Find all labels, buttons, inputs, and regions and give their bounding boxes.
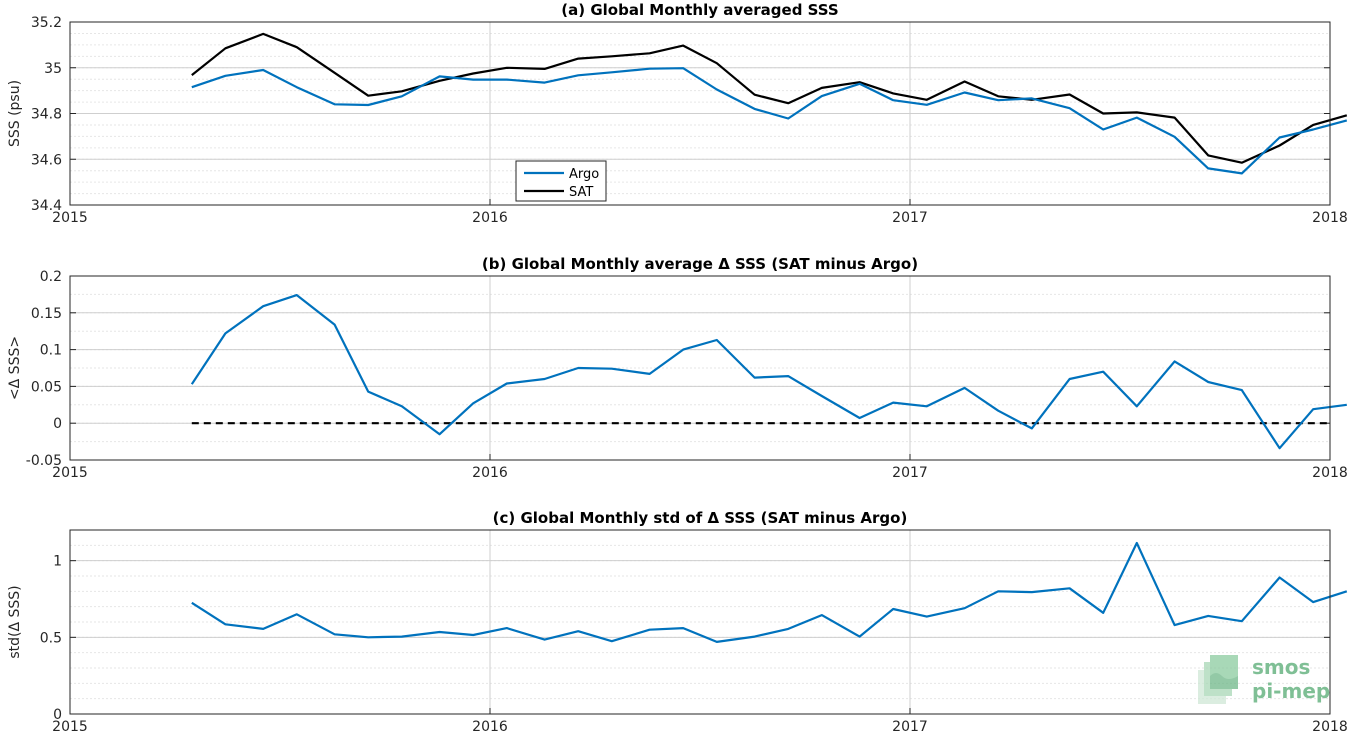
y-tick-label: 35 xyxy=(44,61,62,77)
logo-mark-icon xyxy=(1198,655,1238,704)
x-tick-label: 2015 xyxy=(52,210,88,226)
smos-pi-mep-logo: smos pi-mep xyxy=(1198,655,1330,704)
y-axis-label: <Δ SSS> xyxy=(7,336,23,400)
x-tick-label: 2017 xyxy=(892,465,928,481)
x-tick-label: 2018 xyxy=(1312,210,1348,226)
series-line-sat xyxy=(191,32,1348,164)
panel-a-sss-average: 34.4 34.6 34.8 35 35.2 2015 2016 2017 2018 (a) Gl… xyxy=(7,1,1348,226)
y-tick-label: 0.05 xyxy=(31,379,62,395)
y-tick-label: 0.2 xyxy=(40,269,62,285)
axes-frame xyxy=(69,275,1331,461)
x-tick-label: 2018 xyxy=(1312,465,1348,481)
logo-line-1: smos xyxy=(1252,655,1310,679)
y-axis-label: std(Δ SSS) xyxy=(7,585,23,658)
x-tick-label: 2016 xyxy=(472,465,508,481)
y-tick-label: 0.1 xyxy=(40,343,62,359)
y-tick-label: 34.6 xyxy=(31,152,62,168)
panel-title: (a) Global Monthly averaged SSS xyxy=(561,1,838,19)
panel-b-delta-sss-average: -0.05 0 0.05 0.1 0.15 0.2 2015 2016 2017 2018 (b) … xyxy=(7,255,1348,481)
axes-frame xyxy=(69,21,1331,206)
axes-frame xyxy=(69,529,1331,715)
legend-label-sat: SAT xyxy=(569,185,593,200)
y-tick-label: 0 xyxy=(53,416,62,432)
y-tick-label: 35.2 xyxy=(31,15,62,31)
series-line-delta xyxy=(190,294,1347,450)
panel-title: (c) Global Monthly std of Δ SSS (SAT min… xyxy=(493,509,908,527)
y-axis-label: SSS (psu) xyxy=(7,80,23,147)
x-tick-label: 2017 xyxy=(892,719,928,735)
y-tick-label: 0.15 xyxy=(31,306,62,322)
x-tick-label: 2015 xyxy=(52,465,88,481)
y-tick-label: 1 xyxy=(53,554,62,570)
series-line-argo xyxy=(191,67,1348,175)
series-line-delta xyxy=(191,541,1348,644)
y-tick-label: 34.8 xyxy=(31,107,62,123)
y-tick-label: -0.05 xyxy=(26,453,62,469)
x-tick-label: 2016 xyxy=(472,210,508,226)
x-tick-label: 2017 xyxy=(892,210,928,226)
x-tick-label: 2016 xyxy=(472,719,508,735)
logo-line-2: pi-mep xyxy=(1252,679,1330,703)
legend-box xyxy=(515,160,607,202)
legend-label-argo: Argo xyxy=(569,167,599,182)
panel-c-delta-sss-std: 0 0.5 1 2015 2016 2017 2018 (c) Global Monthly … xyxy=(7,509,1348,735)
y-tick-label: 0 xyxy=(53,707,62,723)
panel-title: (b) Global Monthly average Δ SSS (SAT mi… xyxy=(482,255,918,273)
x-tick-label: 2018 xyxy=(1312,719,1348,735)
x-tick-label: 2015 xyxy=(52,719,88,735)
y-tick-label: 34.4 xyxy=(31,198,62,214)
y-tick-label: 0.5 xyxy=(40,630,62,646)
